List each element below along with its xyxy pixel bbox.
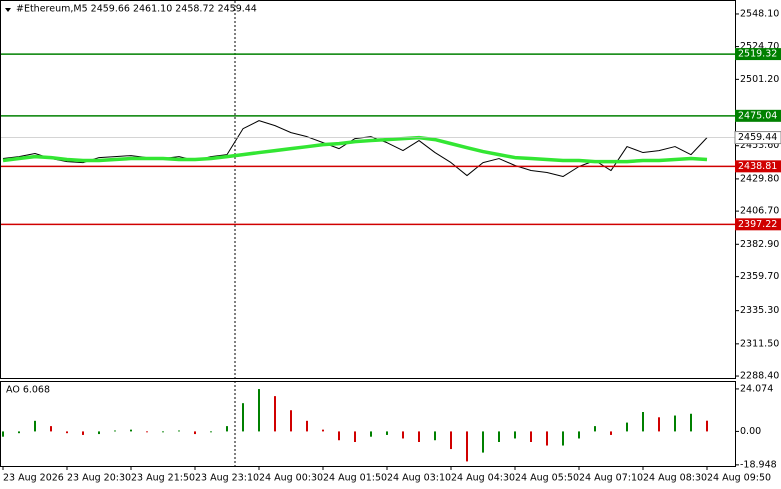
ao-bar	[98, 431, 100, 435]
last-price-label: 2459.44	[738, 132, 777, 143]
y-tick-label: 2453.60	[740, 140, 779, 151]
ao-bar	[322, 429, 324, 432]
level-label: 2519.32	[738, 49, 777, 60]
ao-bar	[162, 431, 164, 433]
ao-bar	[338, 431, 340, 441]
ao-bar	[18, 431, 20, 434]
price-line	[2, 120, 708, 178]
ao-bar	[130, 429, 132, 432]
ao-bar	[674, 415, 676, 432]
ao-bar	[402, 431, 404, 439]
y-tick-label: 2501.20	[740, 74, 779, 85]
ao-bar	[66, 431, 68, 434]
ao-bar	[114, 430, 116, 432]
x-tick-label: 24 Aug 04:30	[451, 473, 515, 484]
main-panel	[0, 0, 736, 379]
x-tick-label: 23 Aug 2026	[3, 473, 64, 484]
y-tick-label: 2359.70	[740, 271, 779, 282]
ao-bar	[690, 413, 692, 432]
ao-bar	[658, 417, 660, 432]
ao-bar	[146, 431, 148, 433]
x-tick-label: 24 Aug 05:50	[515, 473, 579, 484]
y-tick-label: 2288.40	[740, 371, 779, 382]
y-tick-label: 2382.90	[740, 239, 779, 250]
y-tick-label: 24.074	[740, 383, 773, 394]
y-tick-label: 2335.30	[740, 305, 779, 316]
ao-bar	[466, 431, 468, 462]
ao-bar	[306, 420, 308, 432]
ao-title: AO 6.068	[6, 385, 50, 396]
ao-bar	[530, 431, 532, 442]
x-tick-label: 24 Aug 03:10	[387, 473, 451, 484]
y-tick-label: 2548.10	[740, 8, 779, 19]
ao-bar	[194, 431, 196, 435]
level-label-box	[735, 160, 781, 173]
ao-bar	[370, 431, 372, 437]
level-label: 2397.22	[738, 219, 777, 230]
x-tick-label: 24 Aug 07:10	[579, 473, 643, 484]
ao-bar	[706, 420, 708, 432]
level-label-box	[735, 218, 781, 231]
ao-bar	[82, 431, 84, 435]
ao-bar	[594, 426, 596, 432]
y-tick-label: 2311.50	[740, 338, 779, 349]
ao-bar	[610, 431, 612, 435]
level-label: 2475.04	[738, 110, 777, 121]
ao-bar	[418, 431, 420, 442]
ao-bar	[226, 426, 228, 432]
ao-bar	[354, 431, 356, 442]
ao-bar	[642, 412, 644, 432]
y-tick-label: 2524.70	[740, 41, 779, 52]
ao-bar	[626, 422, 628, 432]
x-tick-label: 24 Aug 08:30	[643, 473, 707, 484]
ao-bar	[498, 431, 500, 442]
level-label-box	[735, 109, 781, 122]
ao-bar	[386, 431, 388, 435]
header: #Ethereum,M5 2459.66 2461.10 2458.72 245…	[16, 4, 257, 15]
ao-bar	[562, 431, 564, 446]
ma-line	[2, 135, 708, 164]
y-tick-label: 0.00	[740, 426, 761, 437]
ao-bar	[290, 410, 292, 432]
ao-bar	[50, 426, 52, 432]
x-tick-label: 23 Aug 23:10	[195, 473, 259, 484]
x-tick-label: 24 Aug 01:50	[323, 473, 387, 484]
x-tick-label: 23 Aug 21:50	[131, 473, 195, 484]
y-tick-label: 2406.70	[740, 206, 779, 217]
ao-bar	[258, 389, 260, 432]
x-tick-label: 24 Aug 00:30	[259, 473, 323, 484]
ao-bar	[34, 420, 36, 432]
y-tick-label: 2429.80	[740, 173, 779, 184]
ao-bar	[482, 431, 484, 453]
ao-bar	[210, 431, 212, 433]
menu-icon	[5, 8, 11, 12]
ao-bar	[2, 431, 4, 437]
y-tick-label: -18.948	[740, 459, 777, 470]
x-tick-label: 24 Aug 09:50	[707, 473, 771, 484]
ao-bar	[578, 431, 580, 439]
level-label-box	[735, 48, 781, 61]
ao-bar	[546, 431, 548, 446]
ao-bar	[434, 431, 436, 441]
ao-bar	[450, 431, 452, 450]
ao-bar	[274, 396, 276, 432]
last-price-box	[734, 131, 781, 145]
level-label: 2438.81	[738, 161, 777, 172]
ao-bar	[242, 403, 244, 432]
x-tick-label: 23 Aug 20:30	[67, 473, 131, 484]
ao-bar	[178, 430, 180, 432]
ao-bar	[514, 431, 516, 439]
ao-panel	[0, 381, 736, 467]
